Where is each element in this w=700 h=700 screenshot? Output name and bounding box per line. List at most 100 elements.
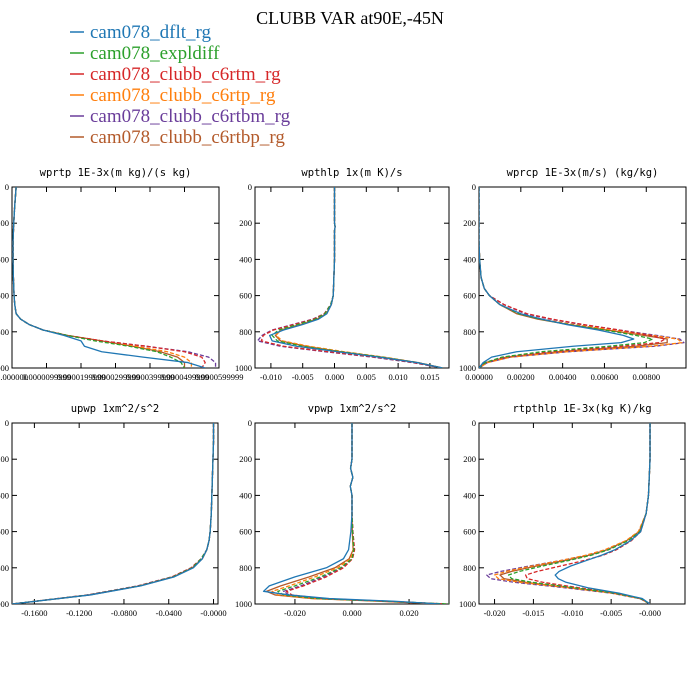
x-tick-label: 0.010 [389,372,408,382]
y-tick-label: 600 [0,527,9,537]
x-tick-label: 0.005 [357,372,376,382]
x-tick-label: -0.0800 [111,608,137,618]
plot-frame [478,186,687,369]
y-tick-label: 400 [239,490,252,500]
series-line-cam078-clubb-c6rtm-rg [524,423,651,604]
chart-panel-wprcp: wprcp 1E-3x(m/s) (kg/kg) 0 200 400 600 800 100… [459,167,687,382]
y-tick-label: 800 [0,327,9,337]
series-line-cam078-expldiff [12,423,215,604]
series-line-cam078-clubb-c6rtbm-rg [479,187,685,368]
x-tick-label: 0.0000599999 [195,372,244,382]
panel-title: rtpthlp 1E-3x(kg K)/kg [512,403,651,415]
series-line-cam078-clubb-c6rtp-rg [271,423,444,604]
series-line-cam078-expldiff [507,423,651,604]
x-tick-label: -0.0400 [156,608,182,618]
x-tick-label: 0.000 [325,372,344,382]
series-line-cam078-dflt-rg [12,423,215,604]
x-tick-label: -0.1200 [66,608,92,618]
series-line-cam078-clubb-c6rtbp-rg [479,187,668,368]
y-tick-label: 1000 [235,363,252,373]
series-line-cam078-clubb-c6rtp-rg [493,423,651,604]
x-tick-label: 0.00200 [507,372,535,382]
series-line-cam078-clubb-c6rtbm-rg [486,423,651,604]
y-tick-label: 200 [0,454,9,464]
x-tick-label: -0.1600 [21,608,47,618]
series-line-cam078-clubb-c6rtm-rg [12,423,215,604]
x-tick-label: -0.005 [600,608,622,618]
panel-title: vpwp 1xm^2/s^2 [308,403,397,415]
plot-frame [254,186,450,369]
series-line-cam078-dflt-rg [554,423,651,604]
plot-frame [478,422,686,605]
y-tick-label: 400 [0,254,9,264]
y-tick-label: 0 [248,418,252,428]
legend-label-cam078-dflt-rg: cam078_dflt_rg [90,22,212,43]
legend-label-cam078-clubb-c6rtp-rg: cam078_clubb_c6rtp_rg [90,85,276,106]
chart-panel-wpthlp: wpthlp 1x(m K)/s 0 200 400 600 800 1000 -0.010-… [235,167,450,382]
x-tick-label: 0.00800 [632,372,660,382]
x-tick-label: 0.000000 [0,372,28,382]
y-tick-label: 200 [239,454,252,464]
y-tick-label: 1000 [235,599,252,609]
panel-title: wpthlp 1x(m K)/s [301,167,402,179]
chart-panel-upwp: upwp 1xm^2/s^2 0 200 400 600 800 1000 -0.1600 -0… [0,403,227,618]
y-tick-label: 1000 [0,363,9,373]
series-group [12,423,215,604]
chart-panel-vpwp: vpwp 1xm^2/s^2 0 200 400 600 800 1000 -0.020 0.0… [235,403,450,618]
x-tick-label: 0.0000299999 [91,372,140,382]
x-tick-label: 0.00600 [591,372,619,382]
series-line-cam078-clubb-c6rtbp-rg [12,423,215,604]
series-line-cam078-clubb-c6rtm-rg [12,187,206,368]
y-tick-label: 0 [248,182,252,192]
x-tick-label: 0.00400 [549,372,577,382]
series-line-cam078-clubb-c6rtm-rg [479,187,666,368]
x-tick-label: 0.020 [399,608,418,618]
series-group [486,423,651,604]
x-tick-label: -0.0000 [200,608,226,618]
x-tick-label: -0.015 [522,608,544,618]
y-tick-label: 0 [472,182,476,192]
series-line-cam078-clubb-c6rtp-rg [12,423,215,604]
y-tick-label: 800 [463,563,476,573]
series-line-cam078-clubb-c6rtbp-rg [265,423,441,604]
y-tick-label: 0 [5,182,9,192]
plot-frame [11,186,220,369]
series-group [479,187,685,368]
series-line-cam078-clubb-c6rtbm-rg [12,423,215,604]
y-tick-label: 800 [239,327,252,337]
y-tick-label: 1000 [459,363,476,373]
series-line-cam078-dflt-rg [12,187,206,368]
y-tick-label: 600 [463,527,476,537]
legend-label-cam078-clubb-c6rtbm-rg: cam078_clubb_c6rtbm_rg [90,106,291,127]
y-tick-label: 600 [239,527,252,537]
x-tick-label: -0.010 [561,608,583,618]
x-tick-label: -0.020 [284,608,306,618]
series-line-cam078-expldiff [271,187,443,368]
y-tick-label: 400 [463,254,476,264]
y-tick-label: 400 [463,490,476,500]
y-tick-label: 0 [472,418,476,428]
y-tick-label: 1000 [0,599,9,609]
x-tick-label: 0.0000399999 [126,372,175,382]
x-tick-label: -0.020 [484,608,506,618]
y-tick-label: 400 [0,490,9,500]
x-tick-label: 0.0000199999 [57,372,106,382]
y-tick-label: 400 [239,254,252,264]
y-tick-label: 800 [239,563,252,573]
series-group [256,187,443,368]
series-line-cam078-dflt-rg [268,187,443,368]
series-line-cam078-dflt-rg [262,423,441,604]
series-line-cam078-clubb-c6rtp-rg [479,187,683,368]
y-tick-label: 600 [0,291,9,301]
y-tick-label: 200 [463,218,476,228]
series-line-cam078-clubb-c6rtm-rg [260,187,443,368]
chart-panel-rtpthlp: rtpthlp 1E-3x(kg K)/kg02004006008001000-… [459,403,686,618]
y-tick-label: 0 [5,418,9,428]
panel-title: wprtp 1E-3x(m kg)/(s kg) [40,167,192,179]
x-tick-label: 0.000 [342,608,361,618]
y-tick-label: 200 [0,218,9,228]
chart-panels: wprtp 1E-3x(m kg)/(s kg) 0 200 400 600 800 100… [0,167,687,618]
x-tick-label: 0.015 [420,372,439,382]
legend-label-cam078-clubb-c6rtm-rg: cam078_clubb_c6rtm_rg [90,64,281,85]
